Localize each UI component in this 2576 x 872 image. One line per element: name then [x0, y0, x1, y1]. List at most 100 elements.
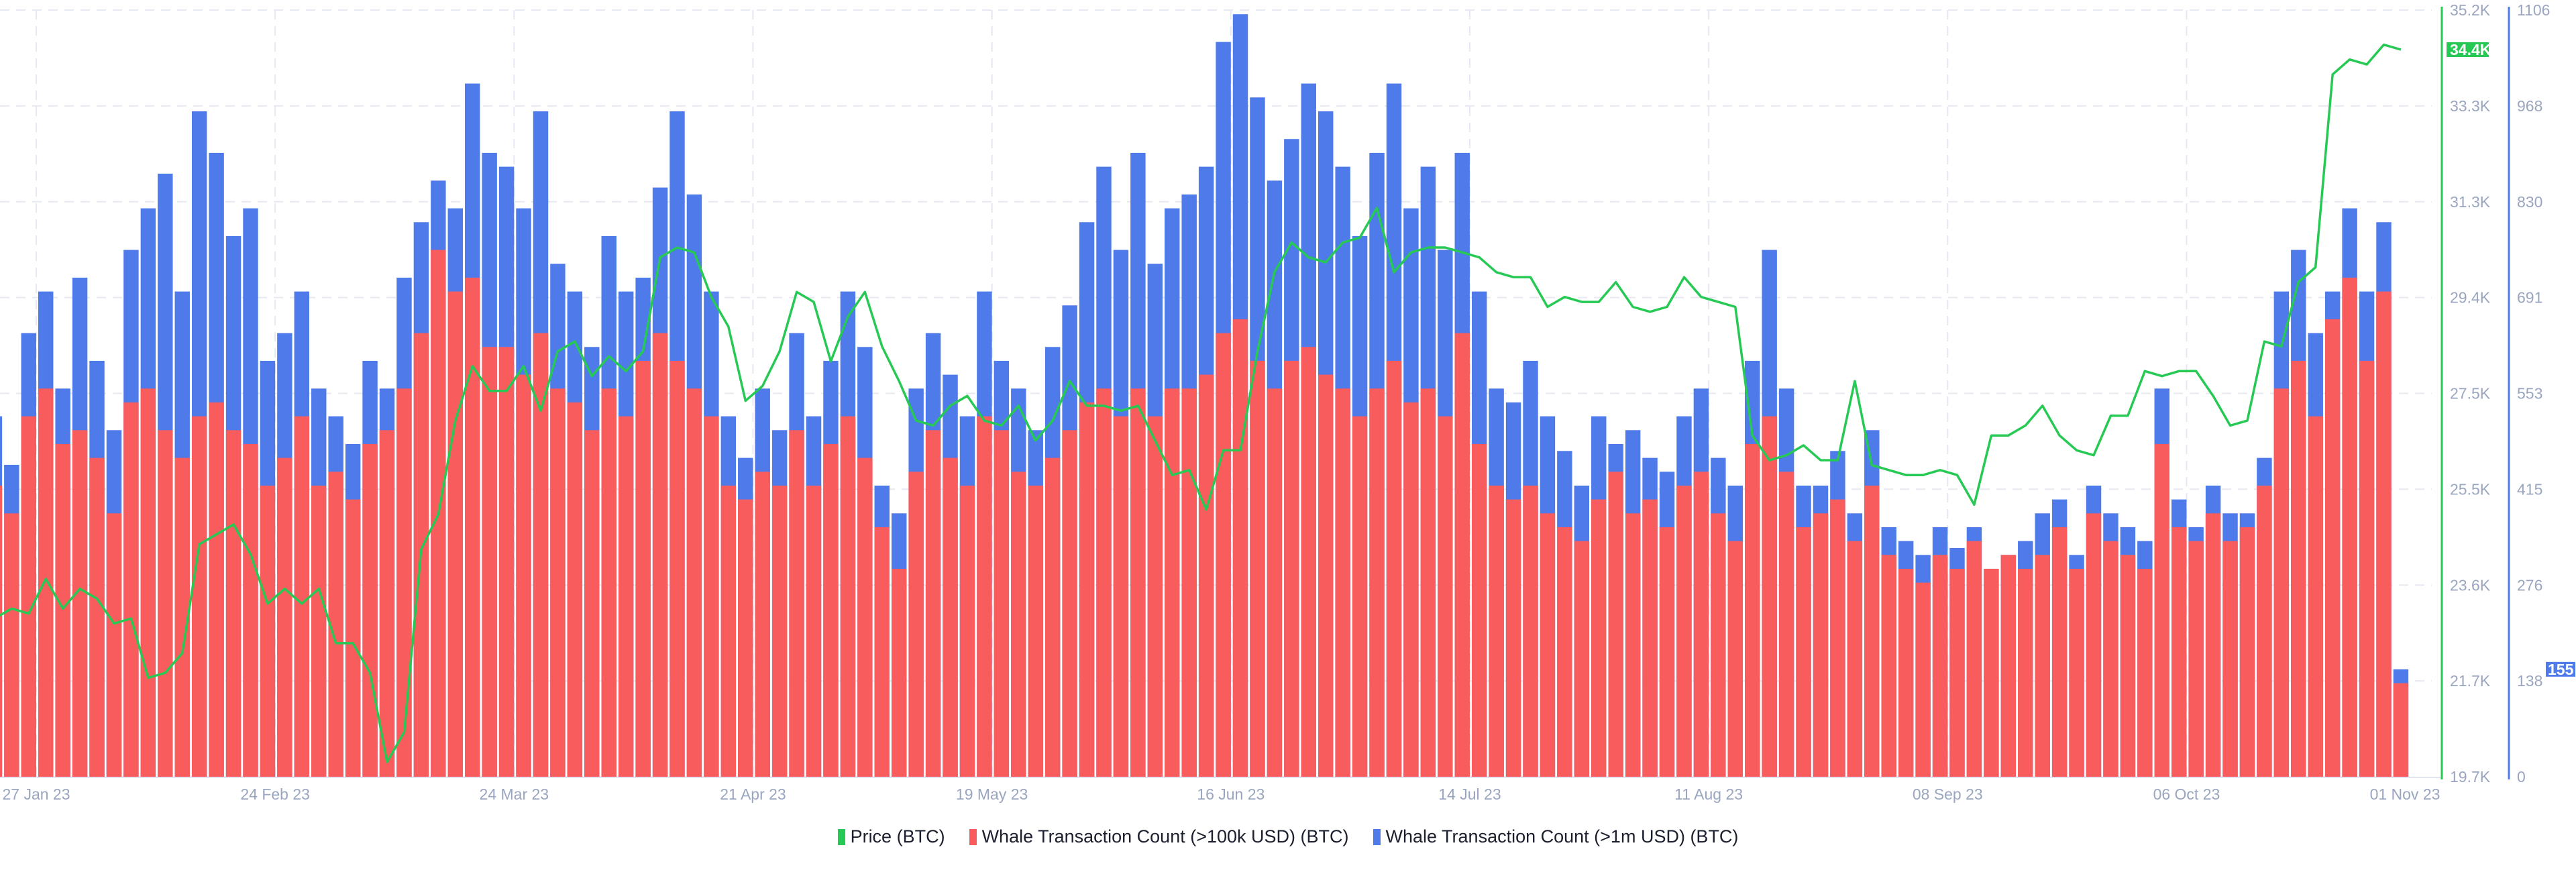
bar-whale-100k — [1044, 457, 1061, 777]
bar-whale-100k — [857, 457, 873, 777]
bar-whale-100k — [977, 416, 992, 777]
bar-whale-100k — [72, 430, 88, 777]
bar-whale-100k — [669, 360, 685, 777]
legend-item-price[interactable]: Price (BTC) — [837, 826, 945, 847]
legend-swatch-green — [837, 828, 845, 845]
current-price-label: 34.4K — [2450, 41, 2491, 58]
bar-whale-100k — [1028, 485, 1043, 777]
bar-whale-100k — [89, 457, 105, 777]
legend-item-whale-1m[interactable]: Whale Transaction Count (>1m USD) (BTC) — [1373, 826, 1738, 847]
bar-whale-100k — [1318, 374, 1334, 777]
count-tick-label: 968 — [2517, 97, 2542, 115]
bar-whale-100k — [1096, 388, 1112, 777]
bar-whale-100k — [2376, 291, 2392, 777]
bar-whale-100k — [925, 430, 941, 777]
bar-whale-100k — [379, 430, 395, 777]
bar-whale-100k — [174, 457, 190, 777]
bar-whale-100k — [1813, 513, 1829, 777]
x-tick-label: 14 Jul 23 — [1438, 785, 1501, 803]
legend-label: Price (BTC) — [850, 826, 945, 847]
bar-whale-100k — [1489, 485, 1504, 777]
bar-whale-100k — [2137, 568, 2153, 777]
current-count-badge: 155 — [2546, 661, 2575, 678]
legend: Price (BTC) Whale Transaction Count (>10… — [0, 826, 2576, 847]
count-axis-ticks: 1106 968 830 691 553 415 276 138 0 — [2517, 1, 2550, 785]
price-tick-label: 27.5K — [2450, 385, 2491, 402]
bar-whale-100k — [2069, 568, 2084, 777]
bar-whale-100k — [1386, 360, 1402, 777]
bar-whale-100k — [584, 430, 600, 777]
bar-whale-100k — [823, 443, 839, 777]
bar-whale-100k — [771, 485, 788, 777]
count-tick-label: 691 — [2517, 289, 2542, 307]
bar-whale-100k — [1898, 568, 1914, 777]
x-tick-label: 16 Jun 23 — [1197, 785, 1265, 803]
bar-whale-100k — [1608, 472, 1623, 777]
bar-whale-100k — [1181, 388, 1197, 777]
bar-whale-100k — [720, 485, 737, 777]
legend-swatch-red — [969, 828, 977, 845]
bar-whale-100k — [1505, 499, 1521, 777]
bar-whale-100k — [1642, 499, 1658, 777]
bar-whale-100k — [2342, 277, 2357, 777]
bar-whale-100k — [158, 430, 173, 777]
bar-whale-100k — [1557, 527, 1572, 777]
count-tick-label: 0 — [2517, 768, 2526, 785]
bar-whale-100k — [635, 360, 651, 777]
bar-whale-100k — [1881, 555, 1896, 777]
whale-price-chart: 35.2K 33.3K 31.3K 29.4K 27.5K 25.5K 23.6K 21.7K… — [0, 1, 2575, 803]
x-tick-label: 08 Sep 23 — [1913, 785, 1983, 803]
bar-whale-100k — [2086, 513, 2102, 777]
bar-whale-100k — [2308, 416, 2323, 777]
bar-whale-100k — [294, 416, 310, 777]
x-tick-label: 19 May 23 — [956, 785, 1028, 803]
bar-whale-100k — [908, 472, 924, 777]
price-tick-label: 19.7K — [2450, 768, 2491, 785]
legend-item-whale-100k[interactable]: Whale Transaction Count (>100k USD) (BTC… — [969, 826, 1349, 847]
bar-whale-100k — [1471, 443, 1487, 777]
bar-whale-100k — [1454, 333, 1470, 777]
bar-whale-100k — [2324, 319, 2341, 777]
bar-whale-100k — [1847, 541, 1863, 777]
price-tick-label: 21.7K — [2450, 672, 2491, 690]
bar-whale-100k — [1130, 388, 1146, 777]
bar-whale-100k — [4, 513, 19, 777]
bar-whale-100k — [2257, 485, 2272, 777]
bar-whale-100k — [1625, 513, 1641, 777]
count-tick-label: 415 — [2517, 480, 2542, 498]
bar-whale-100k — [550, 388, 566, 777]
bar-whale-100k — [2393, 683, 2409, 777]
x-tick-label: 11 Aug 23 — [1674, 785, 1743, 803]
bar-whale-100k — [1711, 513, 1726, 777]
bar-whale-100k — [618, 416, 634, 777]
x-tick-label: 06 Oct 23 — [2153, 785, 2220, 803]
bar-whale-100k — [704, 416, 719, 777]
bar-whale-100k — [328, 472, 343, 777]
bar-whale-100k — [1540, 513, 1556, 777]
x-tick-label: 24 Feb 23 — [240, 785, 310, 803]
bar-whale-100k — [1915, 582, 1931, 777]
bar-whale-100k — [1267, 388, 1283, 777]
price-tick-label: 25.5K — [2450, 480, 2491, 498]
x-tick-label: 24 Mar 23 — [480, 785, 549, 803]
bars-whale-100k — [0, 250, 2409, 777]
bar-whale-100k — [567, 402, 583, 777]
bar-whale-100k — [123, 402, 139, 777]
bar-whale-100k — [892, 568, 907, 777]
current-price-badge: 34.4K — [2447, 41, 2491, 58]
count-tick-label: 830 — [2517, 193, 2542, 211]
bar-whale-100k — [1727, 541, 1743, 777]
bar-whale-100k — [2000, 555, 2017, 777]
bar-whale-100k — [1438, 416, 1453, 777]
bar-whale-100k — [1693, 472, 1709, 777]
count-tick-label: 138 — [2517, 672, 2542, 690]
bar-whale-100k — [1147, 416, 1163, 777]
count-tick-label: 276 — [2517, 576, 2542, 594]
bar-whale-100k — [1079, 402, 1095, 777]
bar-whale-100k — [994, 430, 1010, 777]
bar-whale-100k — [38, 388, 54, 777]
price-tick-label: 23.6K — [2450, 576, 2491, 594]
bar-whale-100k — [2018, 568, 2033, 777]
bar-whale-100k — [345, 499, 361, 777]
bar-whale-100k — [1778, 472, 1794, 777]
